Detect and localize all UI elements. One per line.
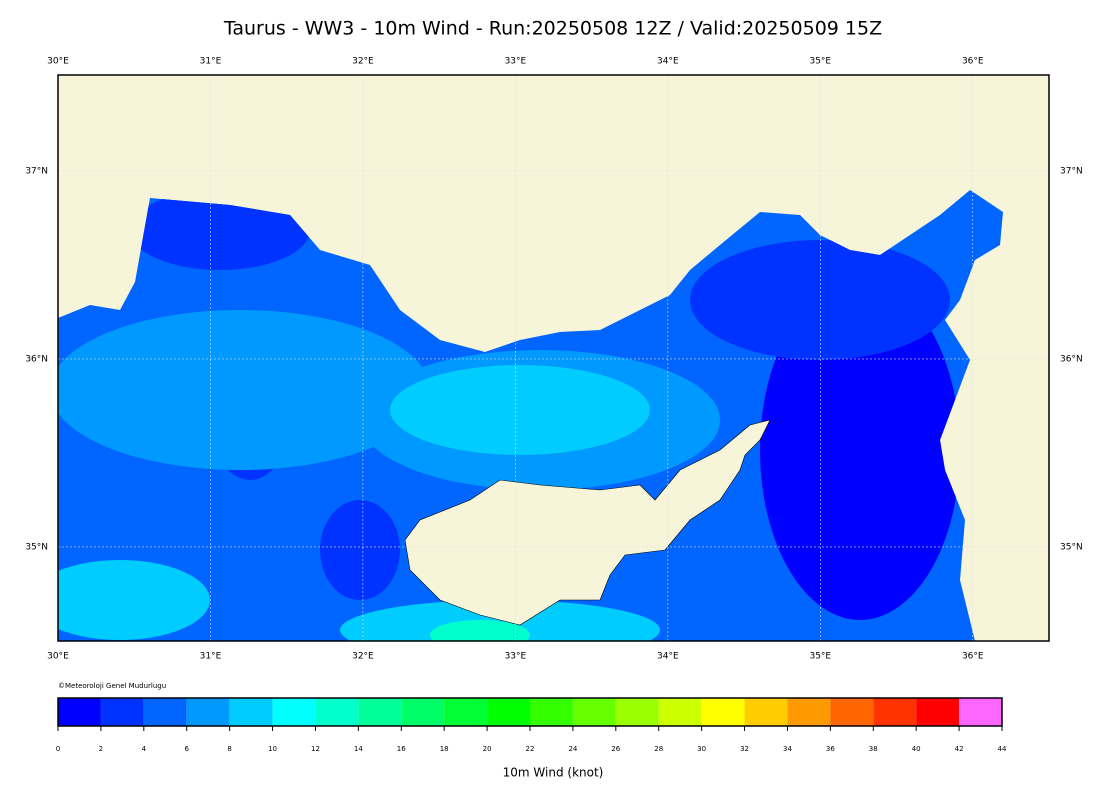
lat-label: 36°N: [1060, 354, 1083, 364]
tick-label: 8: [227, 745, 231, 753]
colorbar: 0 2 4 6 8 10 12 14 16 18 20 22 24 26 28 30 32 34 36 38 40 42 4…: [56, 697, 1007, 753]
tick-label: 4: [142, 745, 147, 753]
lon-label: 30°E: [47, 57, 69, 67]
tick-label: 18: [440, 745, 449, 753]
color-step: [58, 698, 101, 726]
lon-label: 35°E: [809, 652, 831, 662]
tick-label: 36: [826, 745, 835, 753]
lon-label: 32°E: [352, 652, 374, 662]
tick-label: 10: [268, 745, 277, 753]
tick-label: 20: [483, 745, 492, 753]
tick-label: 44: [998, 745, 1007, 753]
tick-label: 24: [568, 745, 577, 753]
tick-label: 32: [740, 745, 749, 753]
color-step: [315, 698, 359, 726]
cyprus: [404, 419, 771, 626]
tick-label: 28: [654, 745, 663, 753]
tick-label: 0: [56, 745, 60, 753]
tick-label: 22: [526, 745, 535, 753]
graticule: [58, 75, 1049, 641]
color-step: [701, 698, 745, 726]
color-step: [143, 698, 187, 726]
color-step: [830, 698, 874, 726]
tick-label: 30: [697, 745, 706, 753]
lat-label: 35°N: [1060, 542, 1083, 552]
tick-label: 2: [99, 745, 103, 753]
lat-label: 37°N: [1060, 166, 1083, 176]
color-step: [186, 698, 230, 726]
color-step: [787, 698, 831, 726]
lon-label: 34°E: [657, 652, 679, 662]
color-step: [916, 698, 960, 726]
color-step: [444, 698, 488, 726]
colorbar-label: 10m Wind (knot): [503, 766, 604, 780]
tick-label: 42: [955, 745, 964, 753]
lat-label: 35°N: [25, 542, 48, 552]
tick-label: 26: [611, 745, 620, 753]
lon-label: 30°E: [47, 652, 69, 662]
lat-label: 37°N: [25, 166, 48, 176]
lon-label: 32°E: [352, 57, 374, 67]
lat-label: 36°N: [25, 354, 48, 364]
sea: [58, 190, 1003, 641]
tick-label: 16: [397, 745, 406, 753]
lon-label: 31°E: [200, 57, 222, 67]
color-step: [873, 698, 917, 726]
lon-label: 34°E: [657, 57, 679, 67]
map-title: Taurus - WW3 - 10m Wind - Run:20250508 1…: [223, 18, 882, 40]
color-step: [358, 698, 402, 726]
lon-label: 36°E: [962, 652, 984, 662]
tick-label: 6: [184, 745, 189, 753]
map-frame: [57, 74, 1050, 642]
color-step: [272, 698, 316, 726]
color-step: [487, 698, 530, 726]
tick-label: 38: [869, 745, 878, 753]
color-step: [572, 698, 616, 726]
lon-label: 31°E: [200, 652, 222, 662]
tick-label: 40: [912, 745, 921, 753]
color-step: [744, 698, 788, 726]
color-step: [615, 698, 659, 726]
credit: ©Meteoroloji Genel Mudurlugu: [58, 682, 166, 690]
tick-label: 12: [311, 745, 320, 753]
tick-label: 14: [354, 745, 363, 753]
color-step: [401, 698, 445, 726]
lon-label: 33°E: [505, 57, 527, 67]
lon-label: 36°E: [962, 57, 984, 67]
tick-label: 34: [783, 745, 792, 753]
color-step: [658, 698, 702, 726]
color-step: [100, 698, 144, 726]
lon-label: 35°E: [809, 57, 831, 67]
color-step: [530, 698, 573, 726]
color-step: [959, 698, 1002, 726]
lon-label: 33°E: [505, 652, 527, 662]
color-step: [229, 698, 273, 726]
